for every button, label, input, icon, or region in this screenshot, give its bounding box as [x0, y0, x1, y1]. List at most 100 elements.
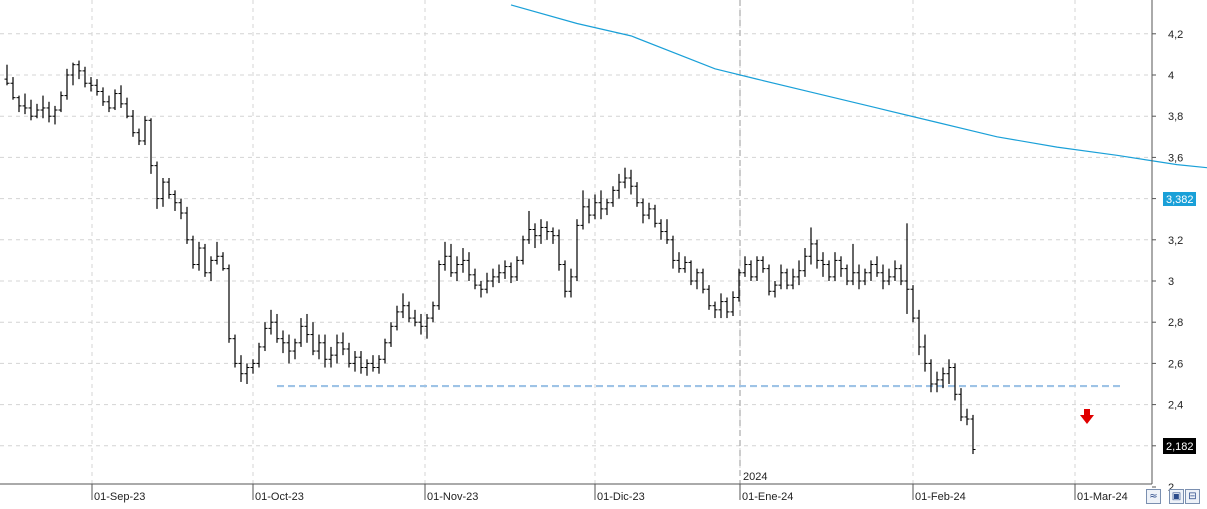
ohlc-bar — [778, 264, 784, 290]
ohlc-bar — [436, 260, 442, 310]
x-tick-label: 01-Sep-23 — [94, 491, 145, 503]
ohlc-bar — [634, 182, 640, 207]
ohlc-bar — [712, 301, 718, 319]
ohlc-bar — [358, 351, 364, 374]
restore-window-icon[interactable]: ⊟ — [1185, 489, 1200, 504]
ohlc-bar — [520, 235, 526, 265]
ohlc-bar — [124, 97, 130, 119]
ohlc-bar — [196, 241, 202, 271]
ohlc-bar — [388, 322, 394, 347]
ohlc-bar — [244, 363, 250, 384]
ohlc-bar — [400, 293, 406, 319]
ohlc-bar — [130, 110, 136, 137]
ohlc-bar — [730, 291, 736, 317]
ohlc-bar — [616, 173, 622, 199]
ohlc-bar — [538, 219, 544, 244]
ohlc-bar — [904, 223, 910, 314]
ohlc-bar — [964, 408, 970, 426]
ohlc-bar — [352, 351, 358, 372]
x-tick-label: 01-Oct-23 — [255, 491, 304, 503]
ohlc-bar — [232, 334, 238, 368]
ohlc-bar — [208, 256, 214, 281]
ohlc-bar — [316, 334, 322, 360]
ohlc-bar — [136, 128, 142, 146]
ohlc-bar — [754, 256, 760, 281]
ohlc-bar — [718, 293, 724, 319]
x-tick-label: 01-Dic-23 — [597, 491, 645, 503]
ohlc-bar — [646, 202, 652, 220]
ohlc-bar — [670, 235, 676, 269]
ohlc-bar — [598, 190, 604, 220]
ohlc-bar — [622, 167, 628, 189]
ohlc-bar — [766, 264, 772, 296]
ohlc-bar — [868, 260, 874, 281]
ohlc-bar — [952, 363, 958, 401]
collapse-chevron-button[interactable]: ≈ — [1146, 489, 1161, 504]
moving-average-line — [510, 4, 1207, 169]
ohlc-bar — [412, 309, 418, 327]
ohlc-bar — [280, 330, 286, 354]
y-tick-label: 2,6 — [1168, 358, 1183, 370]
ohlc-bar — [514, 256, 520, 281]
x-tick-label: 01-Ene-24 — [742, 491, 793, 503]
ohlc-bar — [376, 355, 382, 374]
ohlc-bar — [382, 338, 388, 364]
ohlc-bar — [406, 301, 412, 323]
ohlc-bar — [256, 342, 262, 368]
ohlc-bar — [526, 210, 532, 244]
ohlc-bar — [22, 93, 28, 115]
ohlc-bar — [502, 260, 508, 279]
ohlc-bar — [664, 219, 670, 244]
x-tick-label: 01-Feb-24 — [915, 491, 966, 503]
ohlc-bar — [322, 334, 328, 368]
ohlc-bar — [370, 355, 376, 372]
ohlc-bar — [28, 99, 34, 121]
ohlc-bar — [100, 87, 106, 106]
ohlc-bar — [160, 178, 166, 207]
y-tick-label: 2 — [1168, 482, 1174, 494]
ohlc-bar — [556, 229, 562, 271]
ohlc-bar — [262, 322, 268, 352]
ohlc-bar — [430, 301, 436, 323]
ohlc-bar — [652, 204, 658, 228]
ohlc-bar — [628, 169, 634, 195]
ohlc-bar — [58, 91, 64, 113]
ohlc-bar — [142, 116, 148, 146]
ohlc-bar — [292, 338, 298, 360]
ohlc-bar — [304, 313, 310, 343]
ohlc-bar — [484, 272, 490, 294]
ohlc-bar — [190, 235, 196, 269]
ohlc-bar — [898, 264, 904, 286]
ma-value-badge-background — [1163, 192, 1196, 206]
ohlc-bar — [532, 223, 538, 249]
ohlc-bar — [442, 241, 448, 271]
ohlc-bar — [568, 268, 574, 298]
ohlc-bar — [700, 268, 706, 294]
ohlc-bar — [148, 118, 154, 174]
x-axis-ticks: 01-Sep-23 01-Oct-23 01-Nov-23 01-Dic-23 01-E… — [91, 484, 1128, 503]
ohlc-bar — [658, 219, 664, 240]
ohlc-bar — [364, 359, 370, 376]
ohlc-bar — [892, 260, 898, 281]
sell-arrow-icon — [1080, 408, 1094, 424]
ohlc-bar — [268, 309, 274, 335]
ohlc-bar — [70, 62, 76, 86]
ohlc-bar — [394, 305, 400, 331]
ohlc-bar — [592, 194, 598, 220]
x-tick-label: 01-Nov-23 — [427, 491, 478, 503]
ohlc-bar — [454, 256, 460, 281]
ohlc-bar — [40, 95, 46, 119]
ohlc-bar — [334, 334, 340, 364]
ohlc-bar — [508, 262, 514, 284]
ohlc-bar — [826, 260, 832, 281]
ohlc-bar — [958, 388, 964, 422]
ohlc-bar — [10, 77, 16, 100]
ohlc-bar — [940, 367, 946, 389]
ohlc-bar — [16, 95, 22, 113]
ohlc-bar — [172, 190, 178, 211]
ohlc-bar — [166, 178, 172, 199]
ohlc-bar — [424, 313, 430, 339]
ohlc-bar — [574, 219, 580, 281]
save-icon[interactable]: ▣ — [1169, 489, 1184, 504]
y-tick-label: 3,2 — [1168, 235, 1183, 247]
